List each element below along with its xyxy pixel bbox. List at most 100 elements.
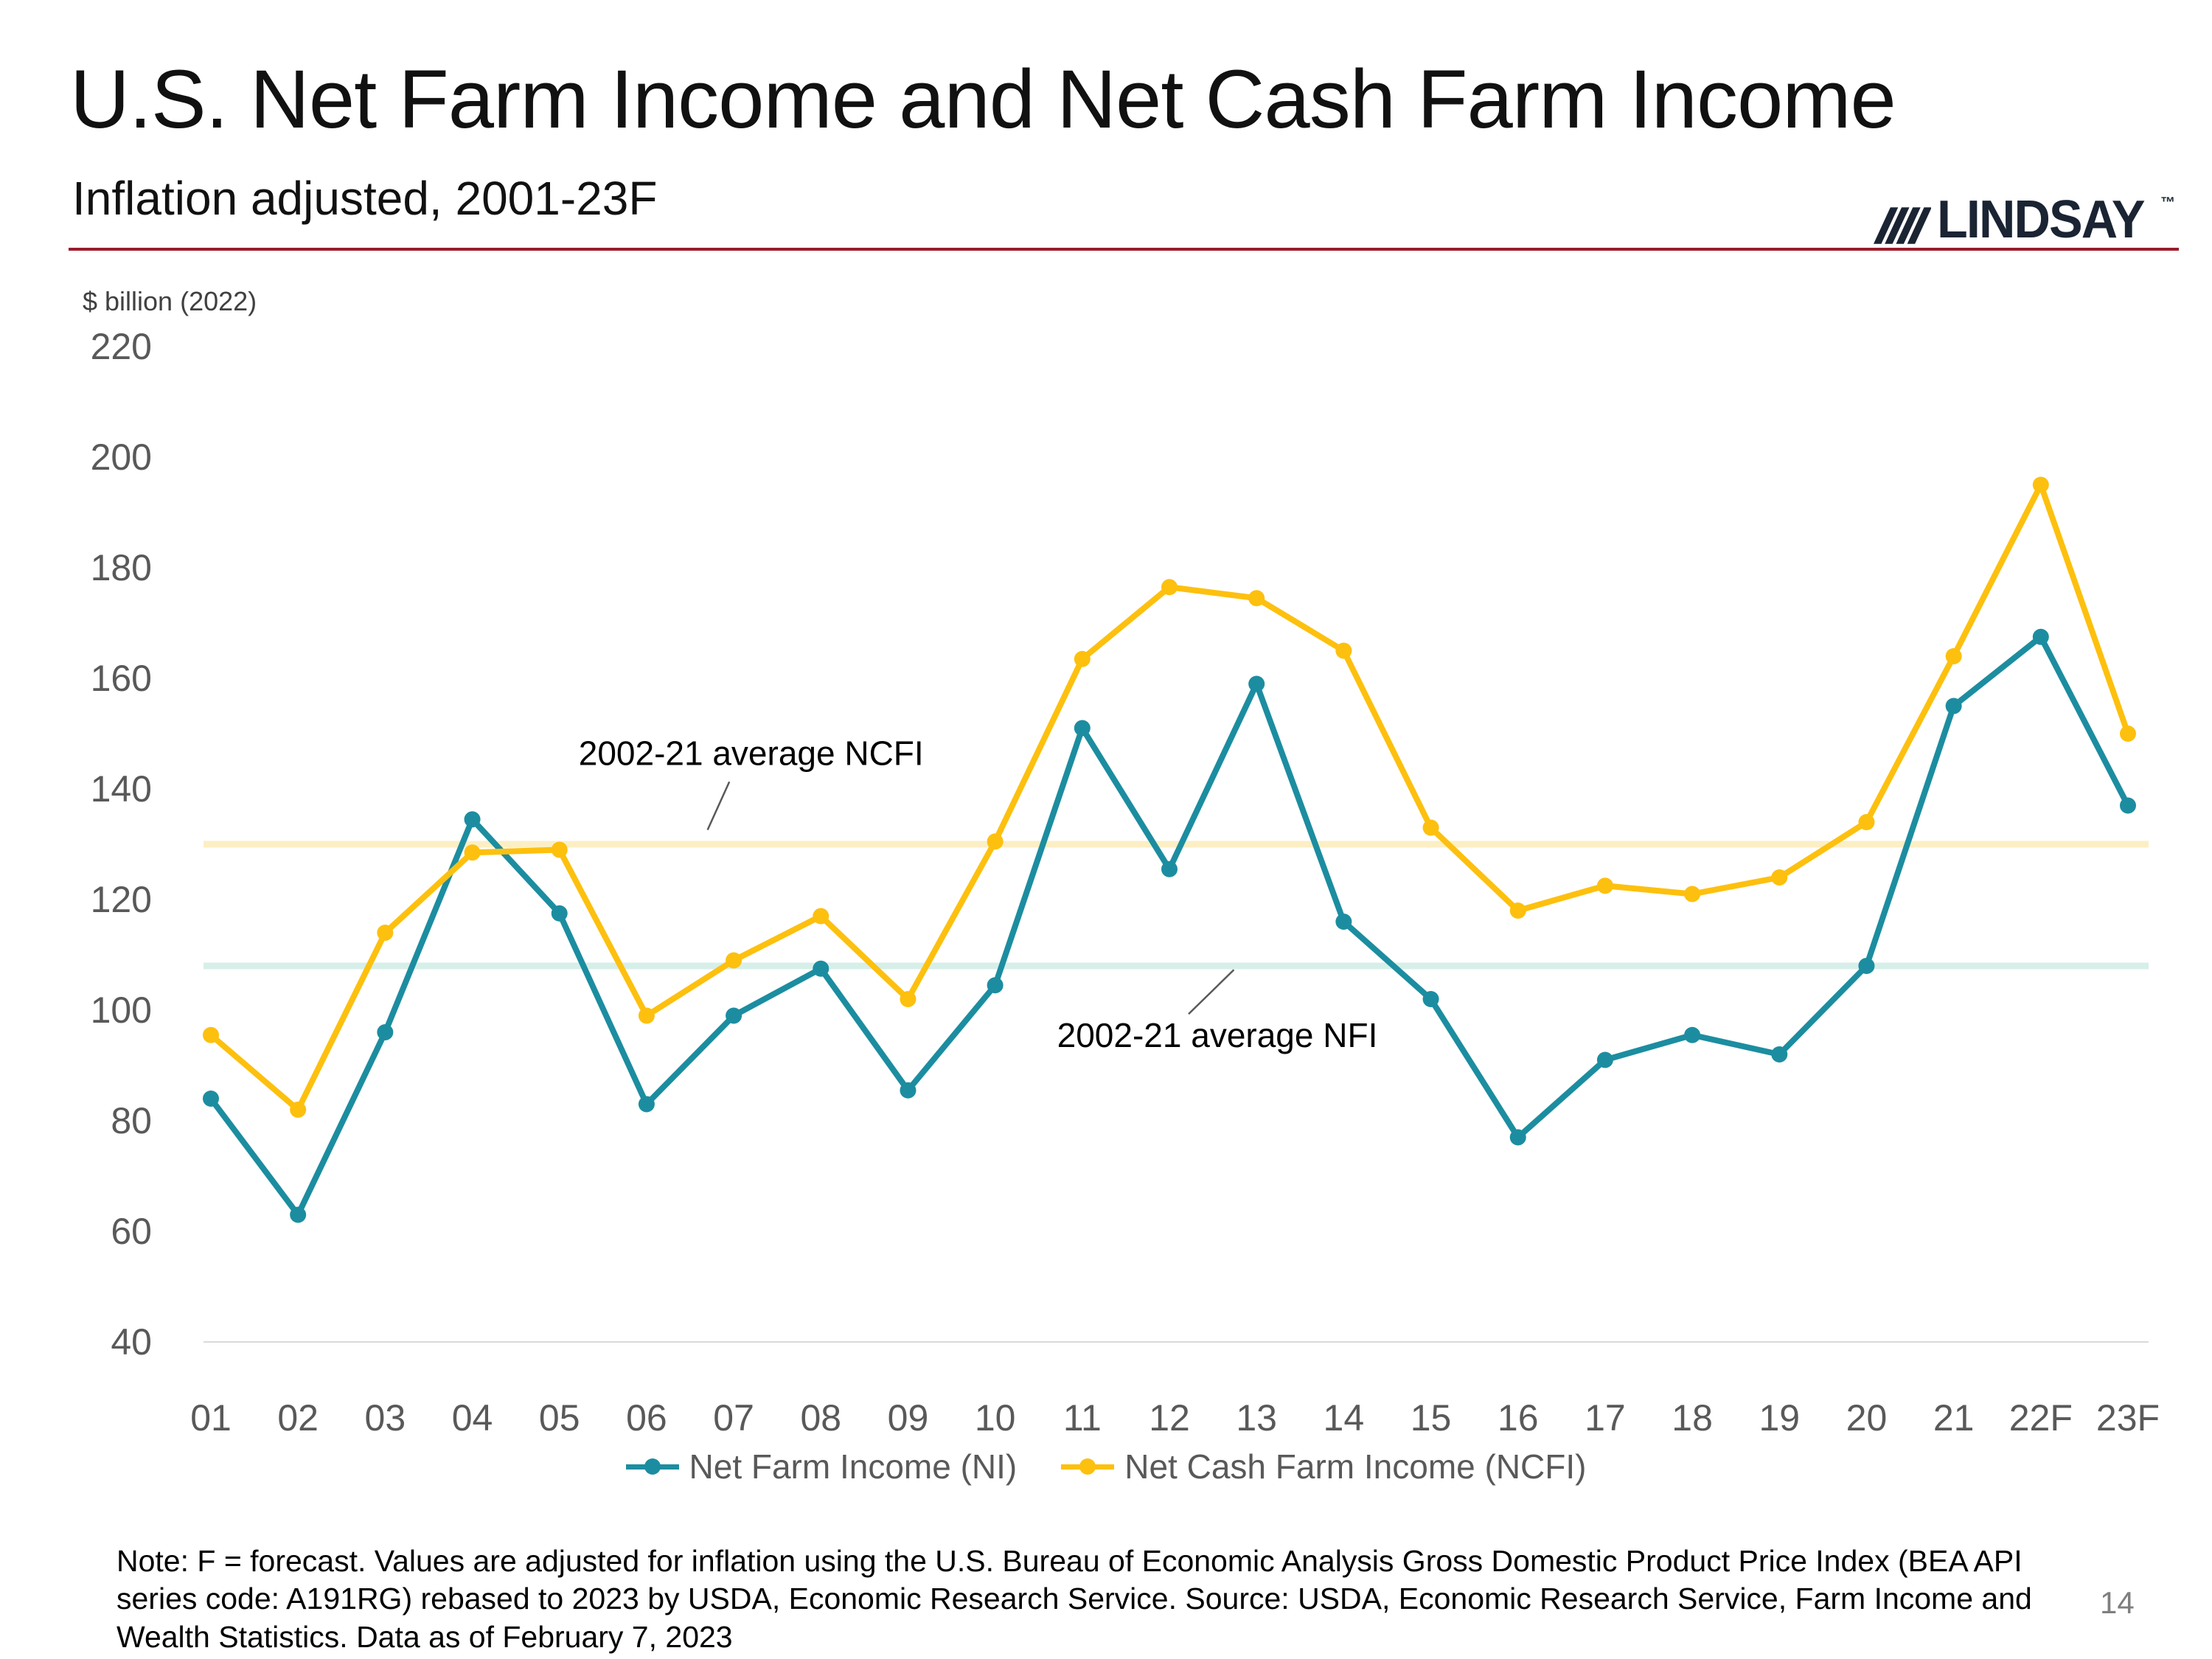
- data-point: [726, 1007, 742, 1024]
- data-point: [1684, 886, 1701, 902]
- trademark-symbol: ™: [2160, 195, 2175, 211]
- y-tick-label: 60: [111, 1211, 152, 1252]
- legend-marker-dot: [644, 1458, 661, 1475]
- legend-marker: [1061, 1458, 1115, 1475]
- data-point: [987, 833, 1004, 850]
- data-point: [638, 1096, 655, 1113]
- data-point: [1248, 675, 1265, 692]
- data-point: [1771, 869, 1788, 886]
- data-point: [1161, 860, 1178, 877]
- x-tick-label: 20: [1846, 1397, 1888, 1439]
- y-tick-label: 200: [91, 437, 152, 478]
- legend-label: Net Cash Farm Income (NCFI): [1124, 1447, 1587, 1486]
- y-axis-title: $ billion (2022): [83, 286, 257, 316]
- x-tick-label: 18: [1672, 1397, 1713, 1439]
- data-point: [900, 991, 917, 1007]
- lindsay-logo-text: LINDSAY: [1936, 190, 2146, 249]
- data-point: [2032, 628, 2049, 645]
- x-tick-label: 03: [365, 1397, 406, 1439]
- legend-marker: [625, 1458, 679, 1475]
- data-point: [464, 844, 481, 861]
- data-point: [1335, 642, 1352, 659]
- data-point: [1422, 819, 1439, 836]
- data-point: [1945, 698, 1962, 714]
- x-tick-label: 17: [1585, 1397, 1626, 1439]
- data-point: [1945, 648, 1962, 664]
- y-tick-label: 220: [91, 326, 152, 367]
- series-line-0: [208, 633, 2131, 1218]
- y-tick-label: 100: [91, 990, 152, 1031]
- data-point: [1596, 877, 1613, 894]
- data-point: [464, 811, 481, 828]
- x-tick-label: 22F: [2009, 1397, 2073, 1439]
- data-point: [726, 952, 742, 969]
- x-tick-label: 01: [190, 1397, 232, 1439]
- page-number: 14: [2100, 1585, 2135, 1620]
- data-point: [377, 925, 394, 941]
- legend-item: Net Farm Income (NI): [625, 1447, 1018, 1486]
- data-point: [2032, 476, 2049, 493]
- data-point: [377, 1024, 394, 1040]
- data-point: [1858, 814, 1875, 830]
- data-point: [290, 1102, 307, 1118]
- x-tick-label: 12: [1149, 1397, 1190, 1439]
- data-point: [290, 1206, 307, 1223]
- x-tick-label: 16: [1498, 1397, 1539, 1439]
- data-point: [203, 1026, 219, 1043]
- data-point: [1335, 914, 1352, 930]
- data-point: [813, 960, 830, 977]
- footnote: Note: F = forecast. Values are adjusted …: [116, 1544, 2032, 1654]
- data-point: [2120, 797, 2136, 814]
- x-tick-label: 14: [1324, 1397, 1365, 1439]
- x-tick-label: 21: [1933, 1397, 1975, 1439]
- legend-label: Net Farm Income (NI): [689, 1447, 1018, 1486]
- y-tick-label: 140: [91, 768, 152, 810]
- legend-marker-dot: [1079, 1458, 1096, 1475]
- annotation-callout-line: [706, 781, 731, 831]
- data-point: [2120, 726, 2136, 742]
- data-point: [1684, 1026, 1701, 1043]
- data-point: [987, 977, 1004, 994]
- page-subtitle: Inflation adjusted, 2001-23F: [72, 172, 658, 225]
- legend-item: Net Cash Farm Income (NCFI): [1061, 1447, 1586, 1486]
- title-divider: [69, 248, 2179, 251]
- lindsay-logo: LINDSAY ™: [1873, 190, 2175, 249]
- y-tick-label: 160: [91, 658, 152, 699]
- x-tick-label: 13: [1236, 1397, 1277, 1439]
- y-tick-label: 80: [111, 1100, 152, 1141]
- chart-legend: Net Farm Income (NI) Net Cash Farm Income…: [0, 1447, 2212, 1486]
- data-point: [1074, 650, 1091, 667]
- data-point: [1422, 991, 1439, 1007]
- data-point: [1509, 1129, 1526, 1146]
- data-point: [203, 1091, 219, 1107]
- x-tick-label: 07: [713, 1397, 754, 1439]
- x-tick-label: 05: [539, 1397, 580, 1439]
- y-tick-label: 180: [91, 547, 152, 588]
- x-tick-label: 02: [277, 1397, 319, 1439]
- annotation-callout-line: [1188, 969, 1235, 1015]
- x-tick-label: 08: [800, 1397, 841, 1439]
- annotation-label: 2002-21 average NFI: [1057, 1016, 1378, 1054]
- data-point: [1596, 1051, 1613, 1068]
- y-tick-label: 120: [91, 879, 152, 920]
- x-tick-label: 06: [626, 1397, 667, 1439]
- x-tick-label: 10: [975, 1397, 1016, 1439]
- x-tick-label: 23F: [2096, 1397, 2160, 1439]
- data-point: [1248, 590, 1265, 607]
- page-title: U.S. Net Farm Income and Net Cash Farm I…: [70, 53, 1896, 145]
- x-tick-label: 04: [452, 1397, 493, 1439]
- annotation-label: 2002-21 average NCFI: [579, 734, 924, 772]
- x-tick-label: 11: [1063, 1397, 1102, 1439]
- data-point: [813, 908, 830, 925]
- x-tick-label: 09: [888, 1397, 929, 1439]
- data-point: [1074, 720, 1091, 737]
- data-point: [1771, 1046, 1788, 1062]
- data-point: [1509, 902, 1526, 919]
- data-point: [900, 1082, 917, 1099]
- x-tick-label: 19: [1759, 1397, 1800, 1439]
- data-point: [1858, 958, 1875, 974]
- x-tick-label: 15: [1411, 1397, 1452, 1439]
- data-point: [551, 841, 568, 858]
